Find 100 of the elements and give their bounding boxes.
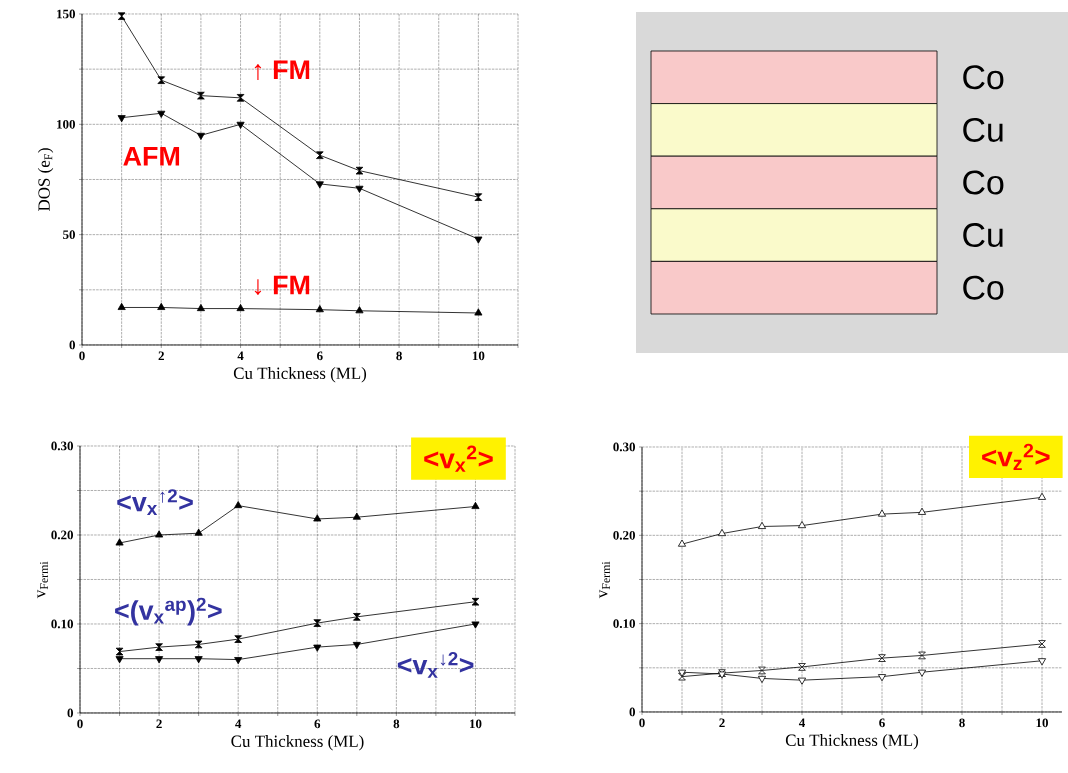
y-tick-label: 0.30 — [51, 441, 74, 451]
series-label: ↑ FM — [254, 60, 310, 80]
y-tick-label: 0 — [67, 708, 74, 718]
series-label: ↓ FM — [254, 275, 310, 296]
point — [678, 672, 686, 681]
text: Cu — [963, 223, 1003, 248]
y-tick-label: 0 — [629, 707, 636, 717]
point — [117, 302, 126, 310]
series-label: AFM — [123, 147, 180, 166]
point — [194, 528, 203, 536]
x-tick-label: 4 — [235, 719, 242, 729]
x-axis-title: Cu Thickness (ML) — [231, 735, 364, 751]
text: Cu — [963, 117, 1003, 142]
y-tick-label: 0 — [69, 340, 76, 350]
point — [352, 512, 361, 520]
point — [677, 669, 687, 677]
series-label: <v$_{x}$$^{↓2}$> — [397, 652, 474, 678]
x-tick-label: 2 — [156, 719, 162, 729]
text: Co — [963, 170, 1004, 195]
point — [155, 643, 163, 651]
point — [157, 76, 166, 84]
y-tick-label: 0.10 — [51, 619, 74, 629]
point — [236, 303, 245, 312]
point — [196, 132, 205, 140]
point — [155, 530, 164, 538]
point — [197, 91, 205, 100]
y-axis-title: DOS (e$_{F}$) — [37, 148, 54, 211]
point — [471, 597, 480, 606]
point — [117, 12, 126, 20]
point — [115, 656, 124, 664]
point — [474, 193, 483, 201]
point — [155, 656, 164, 664]
x-tick-label: 10 — [1036, 718, 1048, 728]
x-tick-label: 8 — [959, 718, 965, 728]
point — [1037, 492, 1047, 500]
point — [471, 621, 480, 629]
x-tick-label: 0 — [79, 351, 85, 361]
point — [1038, 640, 1046, 648]
point — [194, 640, 203, 649]
chart-title: <v$_{x}$$^{2}$> — [424, 445, 493, 472]
point — [717, 528, 727, 537]
x-tick-label: 10 — [470, 719, 482, 729]
text: Co — [963, 275, 1004, 300]
series-label: <v$_{x}$$^{↑2}$> — [117, 489, 193, 515]
point — [877, 674, 887, 682]
point — [757, 675, 767, 683]
text: Co — [963, 65, 1004, 90]
point — [194, 656, 203, 664]
point — [236, 121, 245, 129]
point — [157, 110, 166, 118]
point — [877, 509, 887, 517]
point — [313, 619, 322, 627]
y-axis-title: v$_{Fermi}$ — [599, 561, 610, 599]
y-tick-label: 0.20 — [613, 530, 636, 540]
point — [797, 677, 807, 685]
point — [353, 613, 361, 621]
point — [918, 651, 926, 660]
point — [355, 306, 364, 314]
y-tick-label: 0.20 — [51, 530, 74, 540]
point — [878, 654, 886, 662]
point — [798, 663, 806, 671]
point — [352, 641, 361, 650]
point — [196, 303, 205, 312]
point — [474, 236, 483, 244]
chart-title: <v$_{z}$$^{2}$> — [982, 443, 1050, 471]
point — [797, 521, 807, 529]
x-axis-title: Cu Thickness (ML) — [785, 734, 919, 750]
point — [115, 647, 124, 656]
point — [355, 185, 364, 193]
x-tick-label: 6 — [879, 718, 885, 728]
point — [474, 308, 483, 316]
series-label: <(v$_{x}$$^{ap}$)$^{2}$> — [115, 597, 222, 626]
point — [313, 514, 322, 522]
x-tick-label: 2 — [158, 351, 164, 361]
point — [758, 666, 766, 675]
point — [315, 305, 324, 313]
point — [236, 94, 245, 102]
x-tick-label: 4 — [237, 351, 244, 361]
point — [117, 115, 126, 123]
y-tick-label: 150 — [57, 9, 76, 19]
x-tick-label: 0 — [639, 718, 645, 728]
point — [234, 501, 243, 509]
y-tick-label: 0.30 — [613, 442, 636, 452]
point — [757, 521, 767, 529]
x-tick-label: 10 — [472, 351, 485, 361]
x-tick-label: 6 — [317, 351, 323, 361]
y-tick-label: 100 — [57, 119, 76, 129]
point — [471, 501, 480, 509]
point — [234, 635, 242, 643]
x-tick-label: 6 — [314, 719, 321, 729]
point — [917, 669, 927, 677]
x-tick-label: 0 — [77, 719, 83, 729]
point — [315, 181, 324, 189]
point — [677, 539, 687, 547]
point — [115, 538, 124, 546]
point — [234, 657, 243, 665]
point — [1037, 658, 1047, 666]
point — [316, 151, 324, 159]
point — [917, 507, 927, 515]
point — [355, 166, 364, 175]
